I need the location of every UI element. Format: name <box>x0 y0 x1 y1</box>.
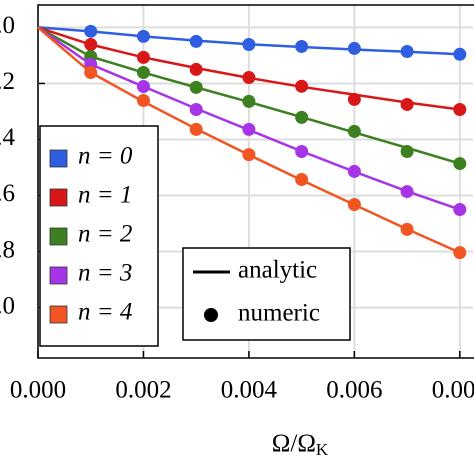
numeric-point <box>189 62 203 76</box>
y-tick-label: −0.2 <box>0 68 15 95</box>
numeric-point <box>84 24 98 38</box>
numeric-point <box>347 92 361 106</box>
numeric-point <box>136 29 150 43</box>
legend-swatch <box>49 266 68 285</box>
plot-frame <box>37 4 474 359</box>
numeric-point <box>242 148 256 162</box>
numeric-point <box>242 122 256 136</box>
numeric-point <box>295 145 309 159</box>
numeric-point <box>453 157 467 171</box>
numeric-point <box>136 66 150 80</box>
numeric-point <box>242 71 256 85</box>
numeric-point <box>189 102 203 116</box>
numeric-point <box>242 38 256 52</box>
y-tick-label: −1.0 <box>0 292 15 319</box>
legend-dot <box>204 308 218 322</box>
numeric-point <box>347 164 361 178</box>
legend-label: n = 0 <box>78 143 133 170</box>
numeric-point <box>400 45 414 59</box>
y-tick-label: −0.6 <box>0 180 15 207</box>
numeric-point <box>189 122 203 136</box>
x-label-sub: K <box>316 440 329 459</box>
numeric-point <box>400 185 414 199</box>
numeric-point <box>295 79 309 93</box>
y-tick-label: −0.8 <box>0 236 15 263</box>
legend-label: n = 1 <box>78 182 132 209</box>
x-tick-label: 0.004 <box>221 377 278 404</box>
y-tick-label: 0.0 <box>0 12 15 39</box>
numeric-point <box>84 66 98 80</box>
numeric-point <box>347 124 361 138</box>
legend-swatch <box>49 188 68 207</box>
numeric-point <box>84 38 98 52</box>
numeric-point <box>347 197 361 211</box>
numeric-point <box>400 97 414 111</box>
numeric-point <box>453 246 467 260</box>
x-tick-label: 0.006 <box>326 377 382 404</box>
numeric-point <box>189 80 203 94</box>
numeric-point <box>242 94 256 108</box>
legend-box <box>182 247 351 341</box>
numeric-point <box>453 203 467 217</box>
numeric-point <box>136 50 150 64</box>
x-label-main: Ω/Ω <box>272 430 316 457</box>
numeric-point <box>295 110 309 124</box>
y-tick-label: −0.4 <box>0 124 15 151</box>
numeric-point <box>400 145 414 159</box>
numeric-point <box>453 102 467 116</box>
numeric-point <box>400 222 414 236</box>
legend-label: n = 2 <box>78 221 132 248</box>
legend-label: analytic <box>238 257 317 284</box>
numeric-point <box>295 173 309 187</box>
numeric-point <box>189 34 203 48</box>
legend-swatch <box>49 227 68 246</box>
x-tick-label: 0.002 <box>115 377 171 404</box>
numeric-point <box>136 80 150 94</box>
legend-label: numeric <box>238 300 320 327</box>
numeric-point <box>295 39 309 53</box>
legend-swatch <box>49 305 68 324</box>
legend-label: n = 4 <box>78 299 132 326</box>
x-tick-label: 0.000 <box>10 377 66 404</box>
numeric-point <box>453 47 467 61</box>
numeric-point <box>347 41 361 55</box>
legend-swatch <box>49 149 68 168</box>
x-axis-label: Ω/ΩK <box>272 430 329 459</box>
legend-label: n = 3 <box>78 260 132 287</box>
numeric-point <box>136 94 150 108</box>
x-tick-label: 0.008 <box>432 377 474 404</box>
